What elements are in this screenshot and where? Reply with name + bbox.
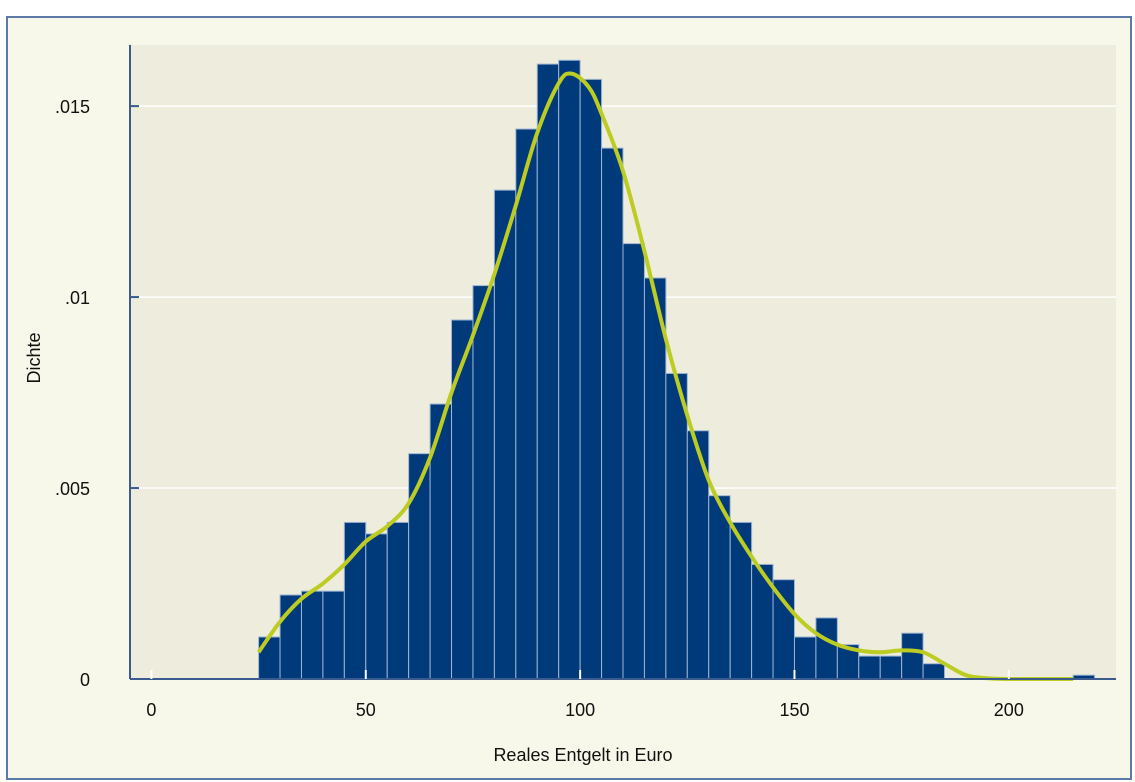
histogram-bar <box>601 147 624 680</box>
x-tick-label: 200 <box>994 700 1024 720</box>
histogram-chart: 0 50 100 150 200 0 .005 .01 .015 Reales Entgelt… <box>24 45 1116 765</box>
y-tick-label: .015 <box>55 97 90 117</box>
histogram-bar <box>258 636 281 680</box>
y-tick-label: 0 <box>80 670 90 690</box>
x-tick-label: 50 <box>356 700 376 720</box>
histogram-bar <box>472 285 495 680</box>
histogram-bar <box>879 655 903 680</box>
histogram-bar <box>858 655 881 680</box>
histogram-bar <box>793 636 817 680</box>
y-tick-label: .01 <box>65 288 90 308</box>
histogram-bar <box>579 78 603 680</box>
histogram-bar <box>451 319 474 680</box>
histogram-bar <box>901 632 924 680</box>
axes <box>129 45 1116 680</box>
x-tick-label: 100 <box>565 700 595 720</box>
histogram-bar <box>729 521 753 680</box>
x-tick-label: 0 <box>146 700 156 720</box>
x-tick-label: 150 <box>779 700 809 720</box>
histogram-bar <box>365 533 388 680</box>
histogram-bar <box>322 590 345 680</box>
x-axis-ticks: 0 50 100 150 200 <box>146 670 1024 720</box>
histogram-bar <box>622 243 645 680</box>
histogram-bar <box>643 277 667 680</box>
density-curve <box>256 71 1074 682</box>
histogram-bar <box>558 59 581 680</box>
histogram-bar <box>708 495 731 680</box>
histogram-bar <box>665 372 688 680</box>
histogram-bar <box>922 663 946 680</box>
histogram-bars <box>258 59 1096 680</box>
histogram-bar <box>815 617 838 680</box>
histogram-bar <box>300 590 324 680</box>
y-tick-label: .005 <box>55 479 90 499</box>
histogram-bar <box>386 521 410 680</box>
x-axis-title: Reales Entgelt in Euro <box>493 745 672 765</box>
histogram-bar <box>515 128 538 680</box>
y-axis-ticks: 0 .005 .01 .015 <box>55 97 139 690</box>
y-axis-title: Dichte <box>24 332 44 383</box>
chart-frame: 0 50 100 150 200 0 .005 .01 .015 Reales Entgelt… <box>6 16 1132 780</box>
histogram-bar <box>536 63 560 680</box>
